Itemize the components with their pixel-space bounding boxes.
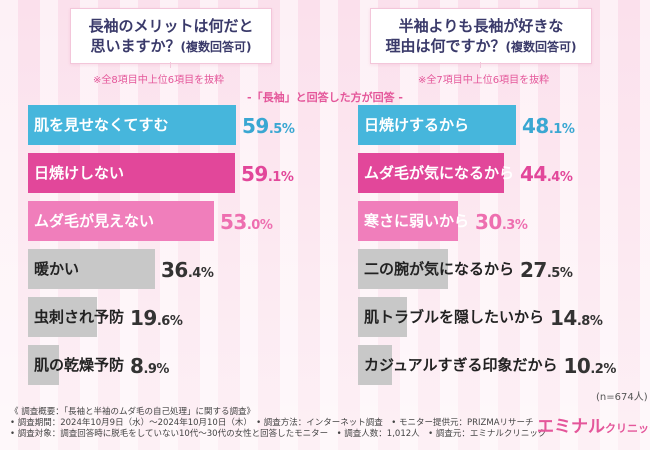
chart-row: 日焼けしない 59.1% bbox=[28, 153, 328, 193]
bar-category-label: 二の腕が気になるから bbox=[364, 260, 515, 278]
chart-row: 暖かい 36.4% bbox=[28, 249, 328, 289]
chart-row: ムダ毛が見えない 53.0% bbox=[28, 201, 328, 241]
bar-value-label: 48.1% bbox=[522, 114, 575, 138]
bar-value-label: 19.6% bbox=[130, 306, 183, 330]
bar-category-label: カジュアルすぎる印象だから bbox=[364, 356, 558, 374]
bar bbox=[28, 201, 214, 241]
sample-size-note: (n=674人) bbox=[596, 392, 648, 403]
bar-category-label: 肌の乾燥予防 bbox=[34, 356, 125, 374]
question-right-suffix: (複数回答可) bbox=[505, 39, 577, 54]
footer-line-2: • 調査期間：2024年10月9日（水）〜2024年10月10日（木） • 調査… bbox=[10, 418, 534, 428]
bar bbox=[358, 249, 448, 289]
bar-category-label: 肌トラブルを隠したいから bbox=[364, 308, 545, 326]
bar-value-label: 44.4% bbox=[520, 162, 573, 186]
question-right-line2: 理由は何ですか？ bbox=[385, 36, 506, 55]
bar-value-label: 59.5% bbox=[242, 114, 295, 138]
bar-category-label: 虫刺され予防 bbox=[34, 308, 125, 326]
chart-left: 肌を見せなくてすむ 59.5% 日焼けしない 59.1% ムダ毛が見えない 53.0% 暖か… bbox=[28, 105, 328, 395]
bar-category-label: 日焼けするから bbox=[364, 116, 470, 134]
bar-category-label: 暖かい bbox=[34, 260, 80, 278]
bar-value-label: 30.3% bbox=[475, 210, 528, 234]
question-left-suffix: (複数回答可) bbox=[180, 39, 252, 54]
bar bbox=[28, 105, 236, 145]
clinic-logo: エミナルクリニック bbox=[537, 412, 650, 437]
footer-line-1: 《 調査概要：「長袖と半袖のムダ毛の自己処理」に関する調査》 bbox=[10, 407, 255, 417]
bar bbox=[358, 201, 458, 241]
logo-small: クリニック bbox=[605, 422, 650, 435]
question-box-right: 半袖よりも長袖が好きな 理由は何ですか？(複数回答可) bbox=[370, 8, 592, 64]
connector-left bbox=[170, 62, 171, 68]
chart-row: 日焼けするから 48.1% bbox=[358, 105, 650, 145]
chart-row: ムダ毛が気になるから 44.4% bbox=[358, 153, 650, 193]
bar-value-label: 8.9% bbox=[130, 354, 169, 378]
respondent-note: -「長袖」と回答した方が回答 - bbox=[247, 91, 403, 104]
bar-category-label: 肌を見せなくてすむ bbox=[34, 116, 169, 134]
question-box-left: 長袖のメリットは何だと 思いますか？(複数回答可) bbox=[70, 8, 272, 64]
bar bbox=[358, 105, 516, 145]
note-right: ※全7項目中上位6項目を抜粋 bbox=[418, 75, 550, 86]
bar-category-label: 日焼けしない bbox=[34, 164, 125, 182]
bar bbox=[358, 153, 504, 193]
survey-footer: 《 調査概要：「長袖と半袖のムダ毛の自己処理」に関する調査》 • 調査期間：20… bbox=[10, 407, 547, 440]
bar-category-label: ムダ毛が気になるから bbox=[364, 164, 515, 182]
chart-row: 肌トラブルを隠したいから 14.8% bbox=[358, 297, 650, 337]
bar-value-label: 59.1% bbox=[241, 162, 294, 186]
bar-value-label: 36.4% bbox=[161, 258, 214, 282]
chart-row: カジュアルすぎる印象だから 10.2% bbox=[358, 345, 650, 385]
connector-right bbox=[480, 62, 481, 68]
bar bbox=[358, 297, 407, 337]
chart-row: 肌を見せなくてすむ 59.5% bbox=[28, 105, 328, 145]
bar-value-label: 27.5% bbox=[520, 258, 573, 282]
logo-main: エミナル bbox=[537, 417, 605, 437]
question-left-line1: 長袖のメリットは何だと bbox=[88, 16, 254, 35]
chart-row: 二の腕が気になるから 27.5% bbox=[358, 249, 650, 289]
bar bbox=[358, 345, 392, 385]
bar-value-label: 14.8% bbox=[550, 306, 603, 330]
chart-row: 寒さに弱いから 30.3% bbox=[358, 201, 650, 241]
question-right-line1: 半袖よりも長袖が好きな bbox=[398, 16, 564, 35]
bar bbox=[28, 297, 97, 337]
bar bbox=[28, 249, 155, 289]
chart-row: 虫刺され予防 19.6% bbox=[28, 297, 328, 337]
bar-category-label: ムダ毛が見えない bbox=[34, 212, 155, 230]
question-left-line2: 思いますか？ bbox=[90, 36, 181, 55]
chart-row: 肌の乾燥予防 8.9% bbox=[28, 345, 328, 385]
bar bbox=[28, 153, 235, 193]
bar bbox=[28, 345, 59, 385]
note-left: ※全8項目中上位6項目を抜粋 bbox=[93, 75, 225, 86]
footer-line-3: • 調査対象：調査回答時に脱毛をしていない10代〜30代の女性と回答したモニター… bbox=[10, 429, 547, 439]
bar-value-label: 10.2% bbox=[563, 354, 617, 378]
chart-right: 日焼けするから 48.1% ムダ毛が気になるから 44.4% 寒さに弱いから 30.3% 二… bbox=[358, 105, 650, 395]
bar-category-label: 寒さに弱いから bbox=[364, 212, 470, 230]
bar-value-label: 53.0% bbox=[220, 210, 273, 234]
